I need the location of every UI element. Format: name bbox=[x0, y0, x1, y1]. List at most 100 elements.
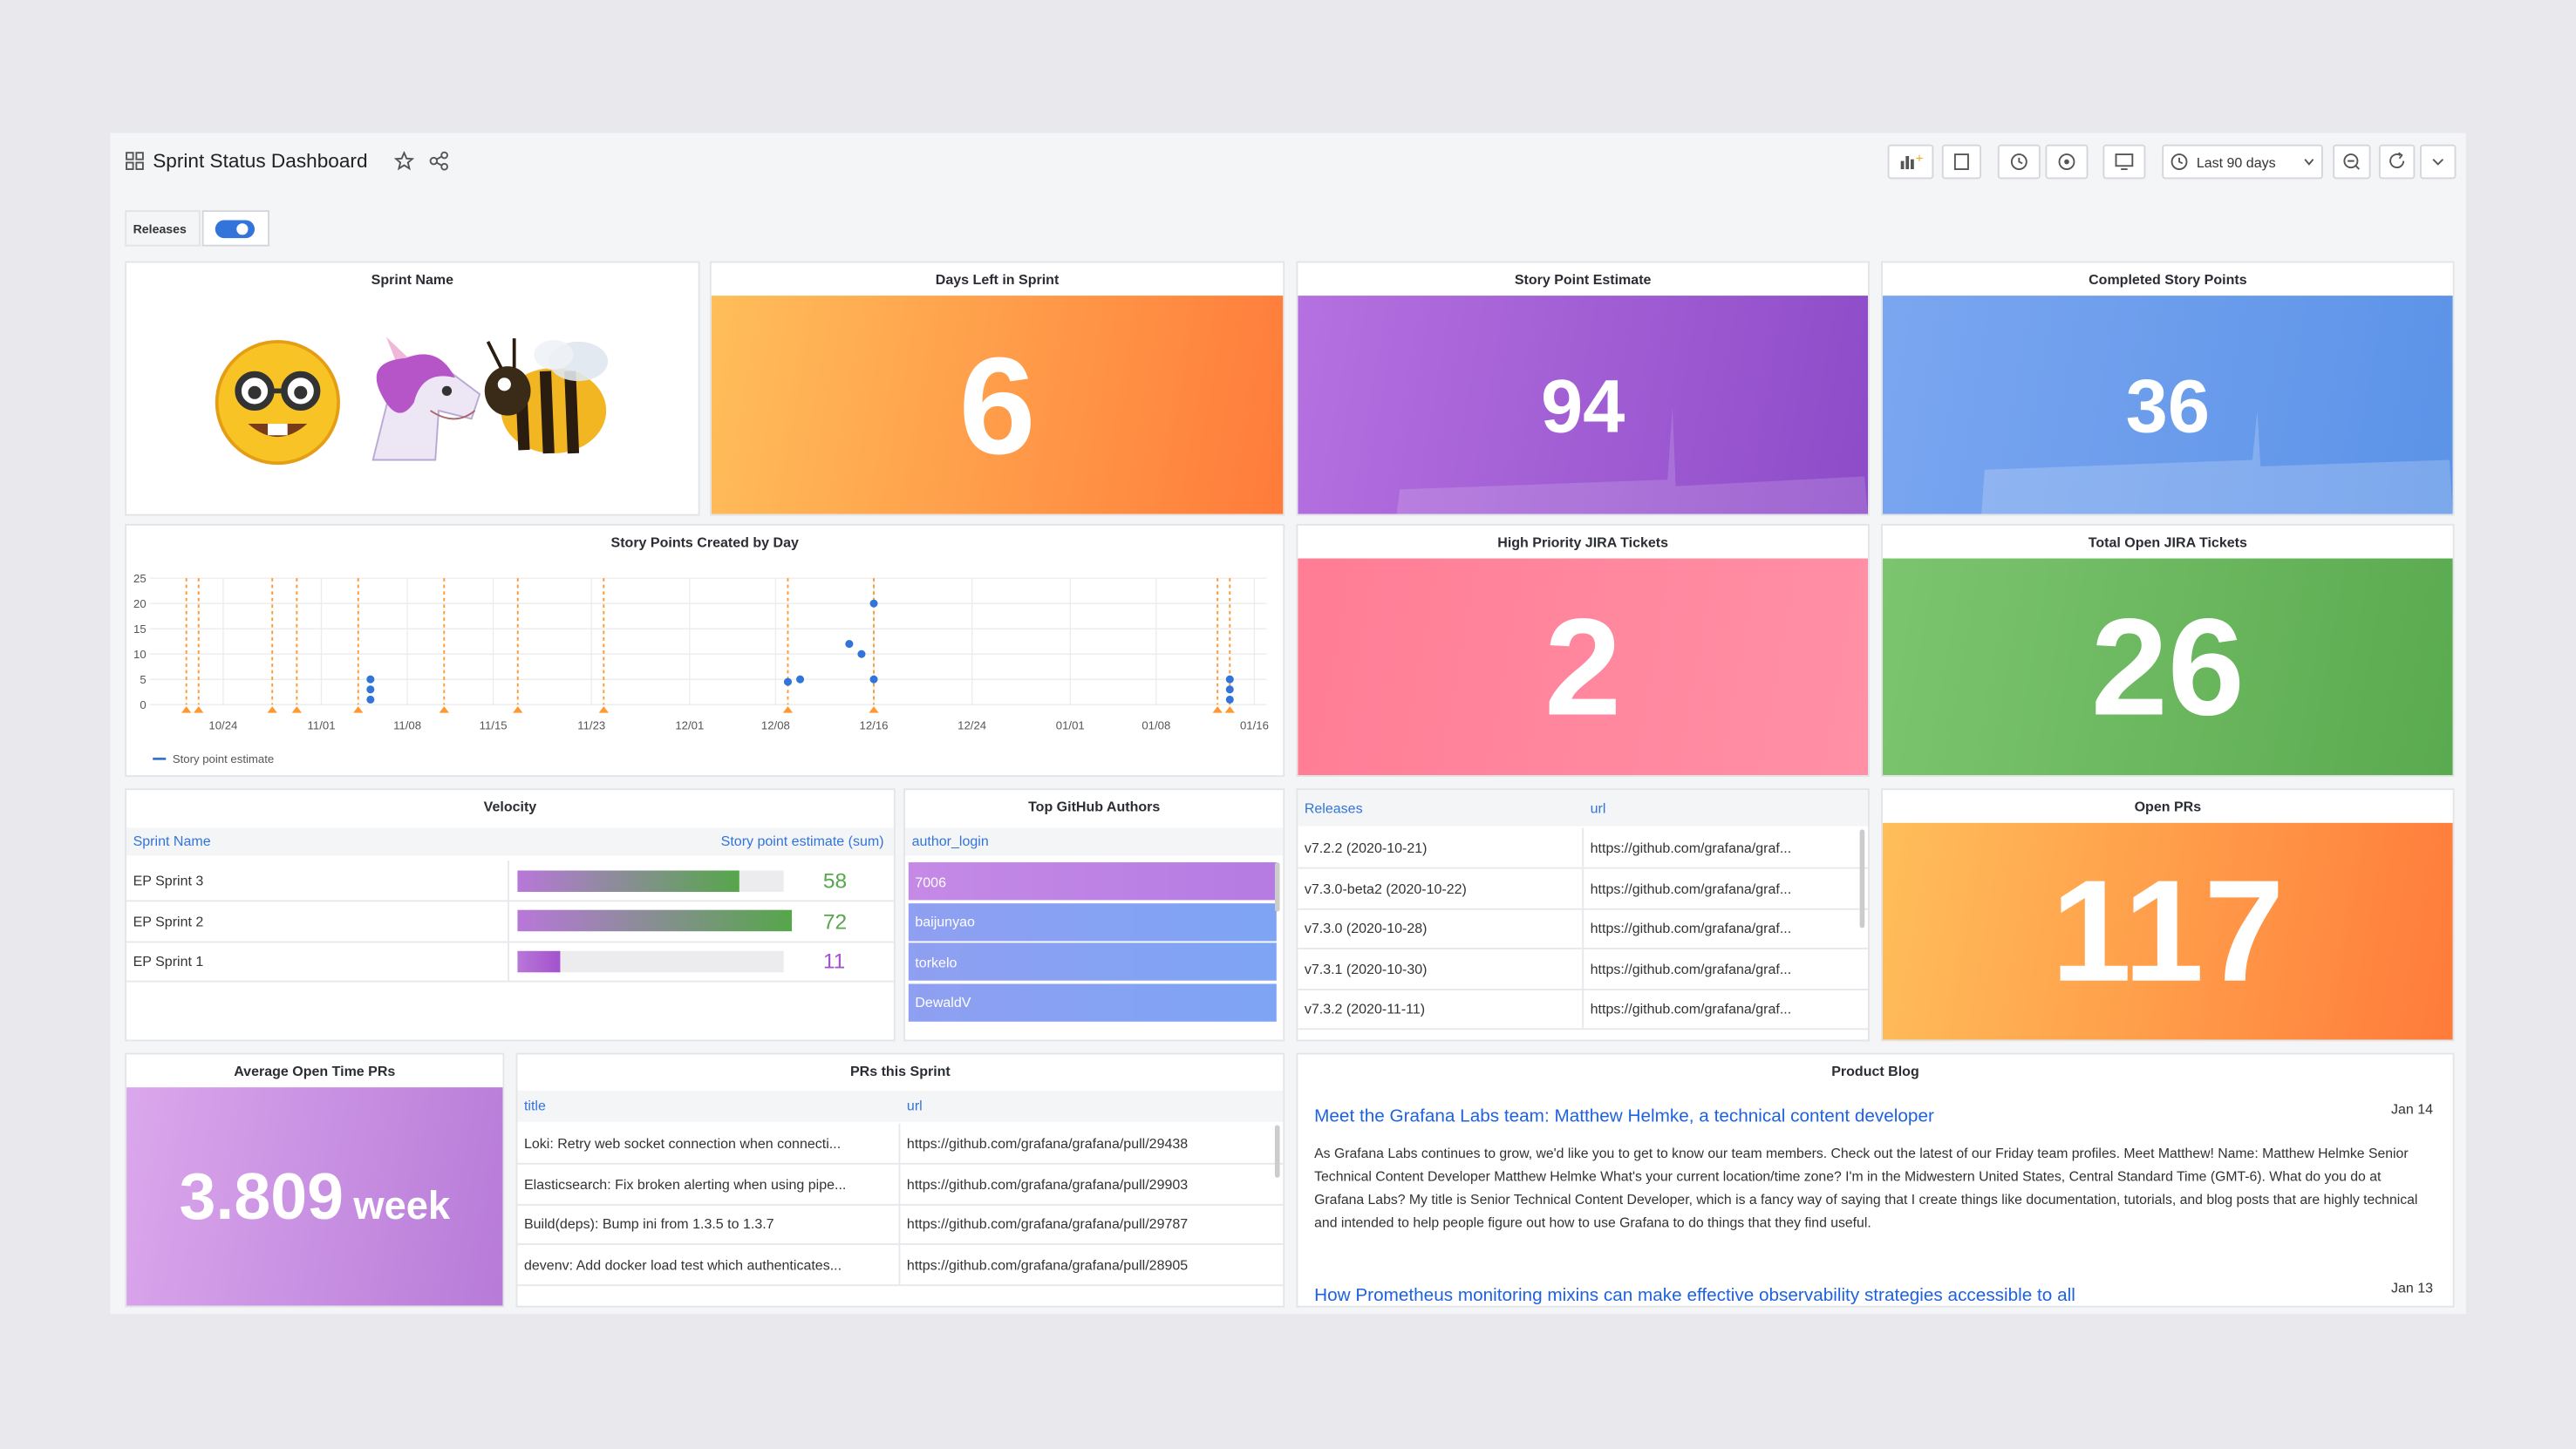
scrollbar bbox=[1274, 1125, 1280, 1178]
panel-title: PRs this Sprint bbox=[849, 1062, 951, 1079]
column-header: Story point estimate (sum) bbox=[720, 833, 884, 849]
gauge-background bbox=[517, 949, 784, 972]
stat-background: 2 bbox=[1298, 558, 1869, 776]
x-tick-label: 01/16 bbox=[1240, 718, 1269, 731]
annotation-marker bbox=[869, 706, 879, 713]
blog-post-date: Jan 13 bbox=[2391, 1279, 2434, 1296]
panel-title: Story Point Estimate bbox=[1514, 270, 1652, 288]
y-tick-label: 5 bbox=[140, 673, 146, 686]
history-button[interactable] bbox=[1997, 144, 2041, 180]
dashboard-title[interactable]: Sprint Status Dashboard bbox=[153, 149, 368, 173]
x-tick-label: 12/24 bbox=[957, 718, 986, 731]
row-divider bbox=[517, 1243, 1284, 1246]
stat-background: 36 bbox=[1882, 296, 2453, 514]
story-point-estimate-panel: Story Point Estimate 94 bbox=[1296, 261, 1870, 516]
settings-button[interactable] bbox=[2045, 144, 2089, 180]
sprint-name: EP Sprint 2 bbox=[133, 912, 204, 929]
blog-post-title[interactable]: How Prometheus monitoring mixins can mak… bbox=[1314, 1286, 2075, 1306]
release-name: v7.3.2 (2020-11-11) bbox=[1304, 1001, 1426, 1017]
save-button[interactable] bbox=[1941, 144, 1982, 180]
data-point bbox=[869, 599, 878, 608]
x-tick-label: 11/23 bbox=[577, 718, 605, 731]
annotation-marker bbox=[194, 706, 204, 713]
scrollbar bbox=[1274, 862, 1280, 912]
pr-title: Loki: Retry web socket connection when c… bbox=[523, 1134, 842, 1152]
zoom-out-button[interactable] bbox=[2333, 144, 2371, 180]
scrollbar bbox=[1859, 829, 1865, 929]
annotation-marker bbox=[513, 706, 523, 713]
row-divider bbox=[126, 940, 894, 942]
gauge-bar bbox=[517, 909, 793, 932]
stat-number: 3.809 bbox=[179, 1160, 344, 1233]
caret-icon bbox=[2432, 159, 2444, 166]
add-panel-button[interactable]: + bbox=[1887, 144, 1934, 180]
pr-title: devenv: Add docker load test which authe… bbox=[523, 1255, 842, 1273]
share-icon[interactable] bbox=[429, 151, 449, 171]
pr-url: https://github.com/grafana/grafana/pull/… bbox=[906, 1255, 1189, 1273]
header-row bbox=[126, 827, 894, 856]
row-divider bbox=[508, 901, 510, 941]
tv-button[interactable] bbox=[2102, 144, 2146, 180]
row-divider bbox=[1298, 908, 1869, 909]
row-divider bbox=[1298, 1029, 1869, 1031]
y-tick-label: 20 bbox=[133, 597, 147, 610]
sprint-name: EP Sprint 1 bbox=[133, 952, 204, 969]
blog-post-title[interactable]: Meet the Grafana Labs team: Matthew Helm… bbox=[1314, 1106, 1934, 1127]
author-login: 7006 bbox=[915, 873, 946, 890]
annotation-marker bbox=[267, 706, 277, 713]
refresh-interval-button[interactable] bbox=[2420, 144, 2457, 180]
stat-value: 3.809 week bbox=[179, 1164, 450, 1229]
time-picker[interactable]: Last 90 days bbox=[2162, 144, 2323, 180]
releases-panel: Releases url v7.2.2 (2020-10-21) https://gi… bbox=[1296, 788, 1870, 1042]
story-points-chart-panel: Story Points Created by Day 0 5 10 15 20 25 10… bbox=[125, 523, 1285, 778]
row-divider bbox=[508, 861, 510, 901]
variable-toggle[interactable] bbox=[201, 210, 269, 247]
stat-value: 2 bbox=[1544, 589, 1622, 745]
zoom-icon bbox=[2343, 153, 2360, 170]
total-open-panel: Total Open JIRA Tickets 26 bbox=[1881, 523, 2455, 778]
variable-label: Releases bbox=[125, 210, 201, 247]
stat-value: 26 bbox=[2090, 589, 2245, 745]
completed-story-points-panel: Completed Story Points 36 bbox=[1881, 261, 2455, 516]
gauge-value: 11 bbox=[822, 948, 846, 974]
header-row bbox=[905, 827, 1284, 856]
stat-value: 94 bbox=[1540, 362, 1625, 448]
column-header: author_login bbox=[911, 833, 989, 849]
row-divider bbox=[1582, 827, 1584, 867]
panel-title: Product Blog bbox=[1831, 1062, 1919, 1079]
stat-background: 6 bbox=[711, 296, 1284, 514]
refresh-button[interactable] bbox=[2378, 144, 2416, 180]
x-tick-label: 01/08 bbox=[1141, 718, 1170, 731]
y-tick-label: 0 bbox=[140, 698, 146, 711]
sparkline bbox=[1981, 410, 2453, 514]
dashboard-icon[interactable] bbox=[125, 151, 145, 171]
data-point bbox=[366, 675, 375, 684]
history-icon bbox=[2010, 153, 2027, 170]
stat-background: 3.809 week bbox=[126, 1087, 503, 1306]
release-url: https://github.com/grafana/graf... bbox=[1590, 960, 1792, 977]
star-icon[interactable] bbox=[394, 151, 414, 171]
annotation-marker bbox=[1224, 706, 1235, 713]
save-icon bbox=[1953, 153, 1969, 170]
header-row bbox=[517, 1090, 1284, 1122]
row-divider bbox=[126, 900, 894, 902]
author-bar bbox=[908, 983, 1277, 1021]
row-divider bbox=[126, 980, 894, 983]
column-header: Sprint Name bbox=[133, 833, 211, 849]
author-bar bbox=[908, 942, 1277, 981]
row-divider bbox=[1582, 949, 1584, 989]
clock-icon bbox=[2171, 153, 2188, 170]
add-panel-icon: + bbox=[1900, 152, 1924, 170]
svg-text:+: + bbox=[1916, 152, 1924, 167]
annotation-marker bbox=[439, 706, 449, 713]
stat-background: 94 bbox=[1298, 296, 1869, 514]
pr-url: https://github.com/grafana/grafana/pull/… bbox=[906, 1215, 1189, 1233]
data-point bbox=[366, 695, 375, 704]
blog-post-text: As Grafana Labs continues to grow, we'd … bbox=[1314, 1145, 2418, 1231]
data-point bbox=[796, 675, 805, 684]
release-name: v7.2.2 (2020-10-21) bbox=[1304, 839, 1428, 856]
prs-panel: PRs this Sprint title url Loki: Retry web … bbox=[515, 1052, 1285, 1308]
pr-url: https://github.com/grafana/grafana/pull/… bbox=[906, 1134, 1189, 1152]
